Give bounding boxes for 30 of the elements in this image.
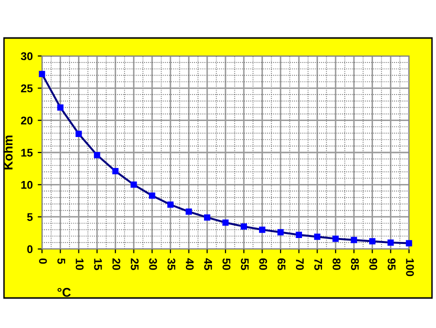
x-tick-label: 20	[112, 258, 120, 270]
x-tick-label: 45	[204, 258, 212, 270]
x-tick-label: 35	[167, 258, 176, 270]
y-tick-label: 25	[21, 84, 33, 92]
x-tick-label: 25	[130, 258, 139, 270]
x-tick-label: 15	[94, 258, 102, 270]
x-tick-label: 60	[259, 258, 268, 270]
x-tick-label: 90	[369, 258, 378, 270]
y-tick-label: 10	[21, 180, 33, 189]
x-tick-label: 70	[296, 258, 304, 270]
x-tick-label: 40	[186, 258, 194, 270]
y-tick-label: 20	[21, 116, 33, 124]
y-tick-label: 0	[27, 245, 33, 254]
y-axis-title: Kohm	[3, 136, 13, 170]
x-tick-label: 10	[76, 258, 84, 270]
x-axis-title: °C	[58, 288, 71, 297]
x-tick-label: 30	[149, 258, 157, 270]
x-tick-label: 65	[278, 258, 286, 270]
x-tick-label: 50	[222, 258, 230, 270]
x-tick-label: 85	[350, 258, 359, 270]
y-tick-label: 5	[27, 213, 33, 221]
x-tick-label: 5	[57, 258, 66, 264]
x-tick-label: 0	[39, 258, 47, 264]
x-tick-label: 75	[314, 258, 322, 270]
y-tick-label: 30	[20, 52, 33, 60]
x-tick-label: 55	[240, 258, 249, 270]
x-tick-label: 100	[406, 258, 414, 276]
x-tick-label: 95	[388, 258, 396, 270]
x-tick-label: 80	[332, 258, 340, 270]
y-tick-label: 15	[21, 148, 33, 157]
